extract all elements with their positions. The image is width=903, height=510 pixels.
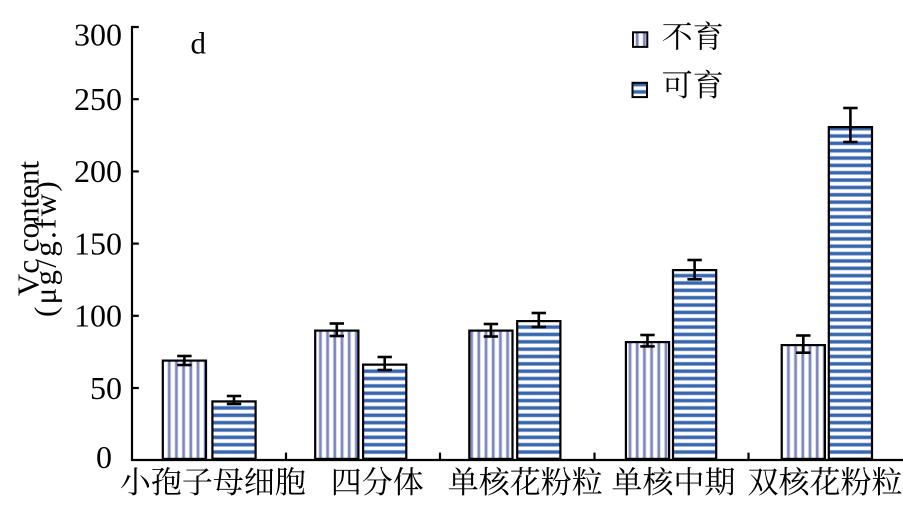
svg-text:(μg/g.fw): (μg/g.fw) (27, 179, 62, 317)
svg-text:Vc content: Vc content (11, 161, 46, 297)
svg-text:150: 150 (74, 225, 122, 261)
svg-text:100: 100 (74, 298, 122, 334)
svg-text:200: 200 (74, 153, 122, 189)
svg-text:0: 0 (96, 439, 112, 475)
svg-text:d: d (191, 25, 207, 60)
svg-text:50: 50 (90, 370, 122, 406)
svg-text:250: 250 (74, 81, 122, 117)
svg-text:300: 300 (74, 16, 122, 52)
